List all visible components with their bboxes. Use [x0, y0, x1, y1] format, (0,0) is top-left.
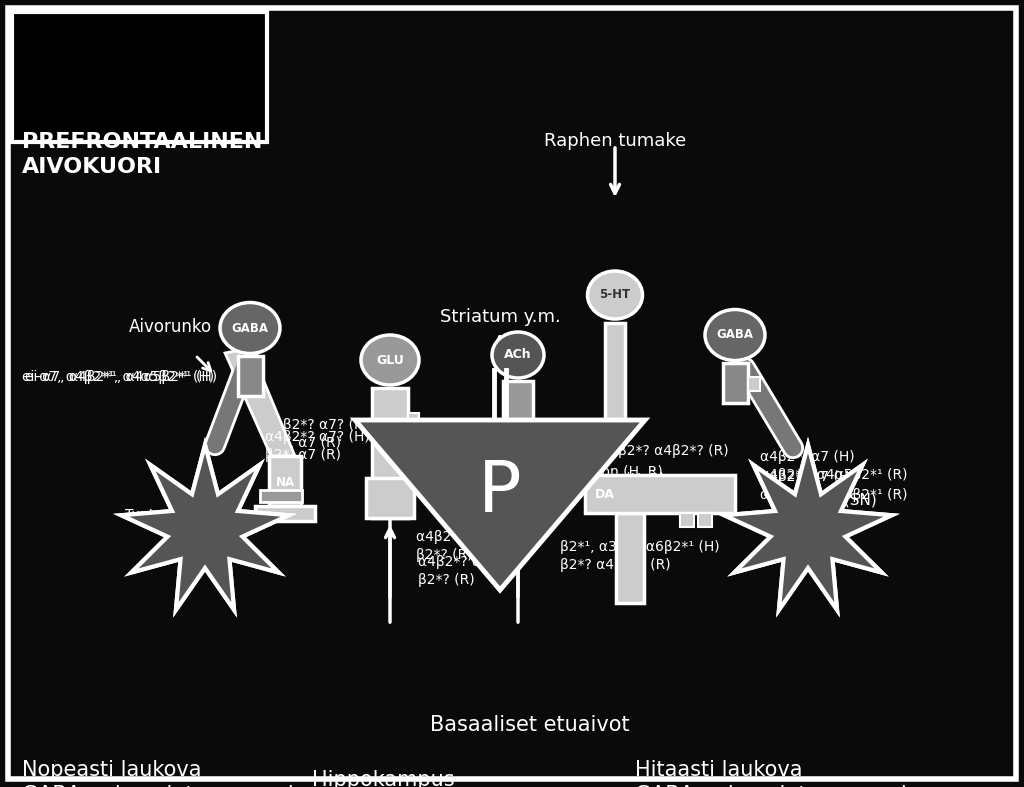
FancyBboxPatch shape	[255, 506, 315, 521]
Text: ei-α7 (R): ei-α7 (R)	[435, 435, 495, 449]
FancyBboxPatch shape	[723, 363, 748, 403]
Text: α4β2*, α7 (H)
α4β2*¹, α4α5β2*¹ (R): α4β2*, α7 (H) α4β2*¹, α4α5β2*¹ (R)	[760, 470, 907, 502]
Polygon shape	[355, 420, 645, 590]
FancyBboxPatch shape	[12, 12, 267, 142]
Text: NA: NA	[275, 476, 295, 490]
FancyBboxPatch shape	[372, 388, 408, 518]
Text: P: P	[478, 457, 522, 527]
FancyBboxPatch shape	[680, 513, 694, 527]
Text: ei-α7, α4β2*¹, α4α5β2*¹ (H): ei-α7, α4β2*¹, α4α5β2*¹ (H)	[22, 370, 214, 384]
Text: GLU: GLU	[376, 353, 403, 367]
Text: ACh: ACh	[504, 349, 531, 361]
Text: α4β2*? α7? (H)
β2*, α7 (R): α4β2*? α7? (H) β2*, α7 (R)	[265, 430, 370, 463]
Text: DA: DA	[595, 487, 615, 501]
Text: Tuntematon? (R): Tuntematon? (R)	[125, 508, 240, 522]
FancyBboxPatch shape	[408, 413, 419, 426]
Text: Hitaasti laukova
GABAerginen interneuroni: Hitaasti laukova GABAerginen interneuron…	[635, 760, 906, 787]
FancyBboxPatch shape	[498, 476, 538, 506]
Text: β2*? α4β2*? (R): β2*? α4β2*? (R)	[618, 444, 729, 458]
Text: ei-α7, α4β2*¹, α4α5β2*¹ (H): ei-α7, α4β2*¹, α4α5β2*¹ (H)	[25, 370, 217, 384]
Polygon shape	[724, 445, 892, 610]
FancyBboxPatch shape	[585, 475, 735, 513]
Text: Nopeasti laukova
GABAerginen interneuroni: Nopeasti laukova GABAerginen interneuron…	[22, 760, 294, 787]
Ellipse shape	[705, 309, 765, 360]
Polygon shape	[121, 445, 289, 610]
Text: α4β2*? α7? (H)
β2*, α7 (R): α4β2*? α7? (H) β2*, α7 (R)	[265, 418, 370, 450]
Text: Tuntematon (H, R): Tuntematon (H, R)	[536, 465, 663, 479]
FancyBboxPatch shape	[408, 438, 421, 454]
Text: VTA / (SN): VTA / (SN)	[800, 493, 877, 508]
Polygon shape	[121, 445, 289, 610]
FancyBboxPatch shape	[260, 490, 302, 502]
Ellipse shape	[492, 332, 544, 378]
Text: GABA: GABA	[231, 322, 268, 334]
Text: Tuntematon (H, R): Tuntematon (H, R)	[538, 472, 665, 486]
Polygon shape	[225, 348, 295, 456]
FancyBboxPatch shape	[616, 513, 644, 603]
FancyBboxPatch shape	[269, 456, 301, 511]
Text: PREFRONTAALINEN
AIVOKUORI: PREFRONTAALINEN AIVOKUORI	[22, 132, 262, 177]
Ellipse shape	[361, 335, 419, 385]
FancyBboxPatch shape	[605, 323, 625, 443]
Text: Hippokampus
Talamus
y.m.: Hippokampus Talamus y.m.	[312, 770, 455, 787]
FancyBboxPatch shape	[238, 356, 262, 396]
Polygon shape	[724, 445, 892, 610]
Text: α4β2*? α7? (H)
β2*? (R): α4β2*? α7? (H) β2*? (R)	[416, 530, 521, 563]
FancyBboxPatch shape	[534, 436, 545, 450]
Text: α4β2*? α7? (H)
β2*? (R): α4β2*? α7? (H) β2*? (R)	[418, 555, 522, 587]
Text: Striatum y.m.: Striatum y.m.	[439, 308, 560, 326]
Text: Raphen tumake: Raphen tumake	[544, 132, 686, 150]
FancyBboxPatch shape	[698, 513, 712, 527]
Text: Basaaliset etuaivot: Basaaliset etuaivot	[430, 715, 630, 735]
FancyBboxPatch shape	[748, 377, 760, 391]
FancyBboxPatch shape	[366, 478, 414, 518]
Text: 5-HT: 5-HT	[599, 289, 631, 301]
Ellipse shape	[588, 271, 642, 319]
Text: α4β2*, α7 (H)
α4β2*¹, α4α5β2*¹ (R): α4β2*, α7 (H) α4β2*¹, α4α5β2*¹ (R)	[760, 450, 907, 482]
Text: GABA: GABA	[717, 328, 754, 342]
Text: Aivorunko: Aivorunko	[128, 318, 212, 336]
Text: β2*¹, α3β2*/α6β2*¹ (H)
β2*? α4β2*? (R): β2*¹, α3β2*/α6β2*¹ (H) β2*? α4β2*? (R)	[560, 540, 720, 572]
FancyBboxPatch shape	[503, 381, 534, 506]
Ellipse shape	[220, 302, 280, 353]
